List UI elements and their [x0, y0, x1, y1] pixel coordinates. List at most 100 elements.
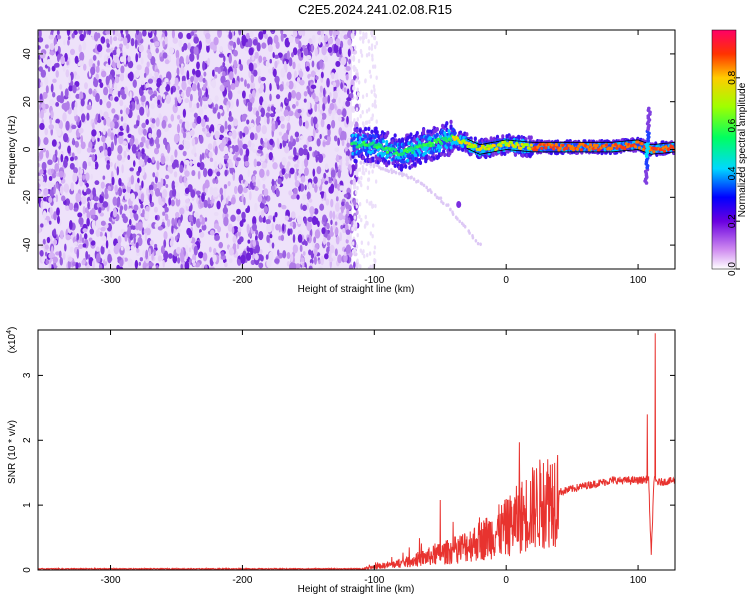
noise-speckle — [115, 242, 122, 250]
noise-speckle — [338, 96, 341, 104]
noise-speckle — [357, 179, 360, 184]
noise-speckle — [213, 187, 218, 193]
noise-speckle — [360, 175, 363, 181]
noise-speckle — [327, 46, 333, 54]
noise-speckle — [359, 30, 362, 35]
noise-speckle — [266, 223, 272, 233]
noise-speckle — [129, 138, 134, 147]
noise-speckle — [121, 164, 124, 174]
noise-speckle — [295, 263, 301, 269]
noise-speckle — [108, 85, 114, 95]
ridge-mid-point — [373, 149, 377, 154]
noise-speckle — [320, 255, 325, 266]
spur-point — [474, 239, 478, 243]
noise-speckle — [227, 223, 233, 232]
noise-speckle — [101, 135, 106, 143]
noise-speckle — [112, 30, 116, 36]
noise-speckle — [367, 241, 370, 246]
noise-speckle — [252, 69, 258, 77]
noise-speckle — [62, 112, 67, 122]
noise-speckle — [212, 107, 217, 114]
noise-speckle — [238, 140, 243, 149]
noise-speckle — [50, 30, 54, 35]
noise-speckle — [204, 217, 208, 222]
noise-speckle — [49, 207, 53, 216]
noise-speckle — [305, 65, 310, 72]
noise-speckle — [55, 70, 59, 78]
noise-speckle — [68, 74, 71, 84]
noise-speckle — [103, 111, 109, 119]
noise-speckle — [223, 216, 229, 227]
noise-speckle — [126, 190, 131, 201]
noise-speckle — [83, 184, 87, 193]
noise-speckle — [133, 204, 139, 211]
noise-speckle — [313, 236, 317, 244]
noise-speckle — [186, 70, 190, 81]
noise-speckle — [303, 90, 308, 97]
noise-speckle — [119, 206, 123, 215]
noise-speckle — [269, 93, 272, 102]
noise-speckle — [70, 48, 76, 56]
noise-speckle — [51, 245, 54, 256]
noise-speckle — [67, 260, 71, 269]
noise-speckle — [362, 31, 365, 37]
spur-point — [405, 173, 408, 177]
noise-speckle — [80, 195, 87, 205]
noise-speckle — [234, 67, 237, 75]
noise-speckle — [281, 204, 287, 210]
noise-speckle — [103, 118, 107, 126]
noise-speckle — [323, 55, 329, 62]
noise-speckle — [345, 73, 349, 81]
noise-speckle — [284, 145, 290, 154]
noise-speckle — [207, 98, 213, 105]
noise-speckle — [138, 207, 141, 215]
noise-speckle — [296, 194, 300, 200]
noise-speckle — [71, 32, 75, 39]
noise-speckle — [315, 122, 319, 129]
noise-speckle — [373, 245, 377, 250]
noise-speckle — [42, 210, 47, 219]
noise-speckle — [38, 37, 44, 43]
ridge-mid-point — [402, 142, 406, 147]
noise-speckle — [214, 130, 220, 140]
noise-speckle — [234, 144, 239, 153]
noise-speckle — [85, 188, 92, 195]
noise-speckle — [155, 171, 159, 178]
noise-speckle — [163, 250, 169, 260]
noise-speckle — [99, 231, 103, 237]
noise-speckle — [89, 209, 94, 217]
noise-speckle — [289, 167, 295, 175]
noise-speckle — [50, 128, 54, 136]
noise-speckle — [354, 190, 358, 195]
noise-speckle — [196, 115, 202, 125]
noise-speckle — [79, 179, 84, 187]
noise-speckle — [263, 115, 267, 125]
noise-speckle — [347, 163, 352, 171]
noise-speckle — [150, 103, 155, 110]
noise-speckle — [135, 242, 139, 249]
ridge-halo-point — [358, 128, 362, 134]
noise-speckle — [224, 262, 228, 268]
noise-speckle — [301, 160, 305, 171]
spur-point — [451, 212, 455, 217]
noise-speckle — [137, 236, 143, 247]
noise-speckle — [312, 37, 316, 43]
ridge-halo-point — [400, 137, 405, 142]
noise-speckle — [199, 153, 203, 163]
noise-speckle — [52, 78, 57, 84]
noise-speckle — [353, 45, 357, 50]
noise-speckle — [185, 244, 189, 253]
noise-speckle — [135, 101, 141, 111]
noise-speckle — [148, 30, 152, 33]
noise-speckle — [233, 138, 237, 145]
ridge-mid-point — [358, 140, 362, 144]
noise-speckle — [162, 52, 168, 59]
noise-speckle — [326, 134, 331, 144]
noise-speckle — [69, 162, 75, 170]
noise-speckle — [106, 43, 110, 48]
noise-speckle — [72, 84, 77, 94]
noise-speckle — [232, 35, 237, 41]
noise-speckle — [95, 219, 101, 229]
noise-speckle — [313, 208, 319, 215]
noise-speckle — [247, 239, 251, 244]
